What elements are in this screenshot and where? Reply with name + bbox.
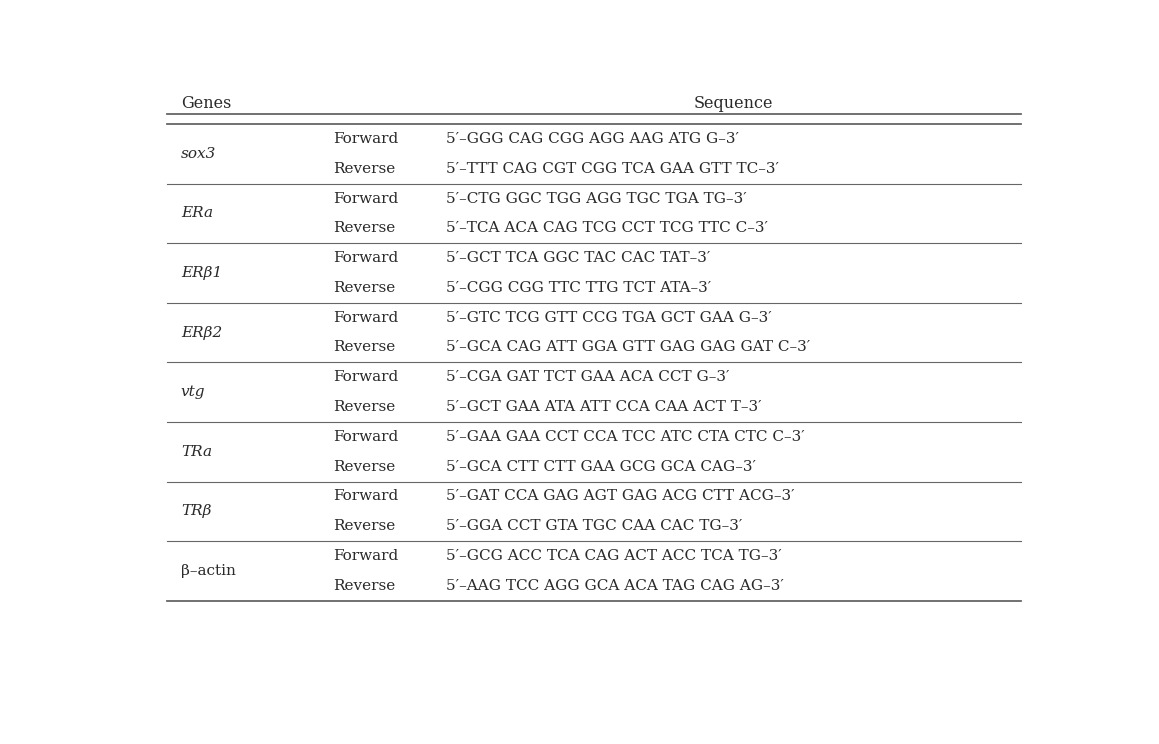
Text: sox3: sox3	[181, 147, 217, 161]
Text: 5′–GGA CCT GTA TGC CAA CAC TG–3′: 5′–GGA CCT GTA TGC CAA CAC TG–3′	[446, 519, 742, 533]
Text: Reverse: Reverse	[334, 161, 395, 176]
Text: 5′–CGA GAT TCT GAA ACA CCT G–3′: 5′–CGA GAT TCT GAA ACA CCT G–3′	[446, 371, 729, 384]
Text: 5′–GAT CCA GAG AGT GAG ACG CTT ACG–3′: 5′–GAT CCA GAG AGT GAG ACG CTT ACG–3′	[446, 490, 794, 504]
Text: 5′–GCA CTT CTT GAA GCG GCA CAG–3′: 5′–GCA CTT CTT GAA GCG GCA CAG–3′	[446, 460, 756, 474]
Text: Forward: Forward	[334, 311, 399, 324]
Text: ERβ2: ERβ2	[181, 326, 223, 339]
Text: Forward: Forward	[334, 191, 399, 205]
Text: 5′–GTC TCG GTT CCG TGA GCT GAA G–3′: 5′–GTC TCG GTT CCG TGA GCT GAA G–3′	[446, 311, 772, 324]
Text: 5′–CTG GGC TGG AGG TGC TGA TG–3′: 5′–CTG GGC TGG AGG TGC TGA TG–3′	[446, 191, 746, 205]
Text: vtg: vtg	[181, 385, 205, 400]
Text: 5′–GCT GAA ATA ATT CCA CAA ACT T–3′: 5′–GCT GAA ATA ATT CCA CAA ACT T–3′	[446, 400, 761, 414]
Text: ERa: ERa	[181, 206, 213, 220]
Text: Forward: Forward	[334, 549, 399, 563]
Text: TRβ: TRβ	[181, 504, 211, 519]
Text: 5′–GCA CAG ATT GGA GTT GAG GAG GAT C–3′: 5′–GCA CAG ATT GGA GTT GAG GAG GAT C–3′	[446, 341, 810, 354]
Text: 5′–CGG CGG TTC TTG TCT ATA–3′: 5′–CGG CGG TTC TTG TCT ATA–3′	[446, 281, 710, 295]
Text: 5′–GAA GAA CCT CCA TCC ATC CTA CTC C–3′: 5′–GAA GAA CCT CCA TCC ATC CTA CTC C–3′	[446, 430, 804, 444]
Text: 5′–AAG TCC AGG GCA ACA TAG CAG AG–3′: 5′–AAG TCC AGG GCA ACA TAG CAG AG–3′	[446, 579, 783, 593]
Text: β–actin: β–actin	[181, 564, 235, 578]
Text: Forward: Forward	[334, 490, 399, 504]
Text: Reverse: Reverse	[334, 341, 395, 354]
Text: Reverse: Reverse	[334, 460, 395, 474]
Text: Sequence: Sequence	[693, 95, 773, 112]
Text: Genes: Genes	[181, 95, 231, 112]
Text: Reverse: Reverse	[334, 400, 395, 414]
Text: 5′–TCA ACA CAG TCG CCT TCG TTC C–3′: 5′–TCA ACA CAG TCG CCT TCG TTC C–3′	[446, 221, 767, 235]
Text: ERβ1: ERβ1	[181, 266, 223, 280]
Text: Reverse: Reverse	[334, 519, 395, 533]
Text: Forward: Forward	[334, 251, 399, 265]
Text: 5′–GGG CAG CGG AGG AAG ATG G–3′: 5′–GGG CAG CGG AGG AAG ATG G–3′	[446, 132, 738, 146]
Text: 5′–GCG ACC TCA CAG ACT ACC TCA TG–3′: 5′–GCG ACC TCA CAG ACT ACC TCA TG–3′	[446, 549, 781, 563]
Text: Reverse: Reverse	[334, 281, 395, 295]
Text: TRa: TRa	[181, 445, 212, 459]
Text: Forward: Forward	[334, 132, 399, 146]
Text: Reverse: Reverse	[334, 221, 395, 235]
Text: 5′–GCT TCA GGC TAC CAC TAT–3′: 5′–GCT TCA GGC TAC CAC TAT–3′	[446, 251, 710, 265]
Text: Forward: Forward	[334, 430, 399, 444]
Text: Reverse: Reverse	[334, 579, 395, 593]
Text: Forward: Forward	[334, 371, 399, 384]
Text: 5′–TTT CAG CGT CGG TCA GAA GTT TC–3′: 5′–TTT CAG CGT CGG TCA GAA GTT TC–3′	[446, 161, 779, 176]
